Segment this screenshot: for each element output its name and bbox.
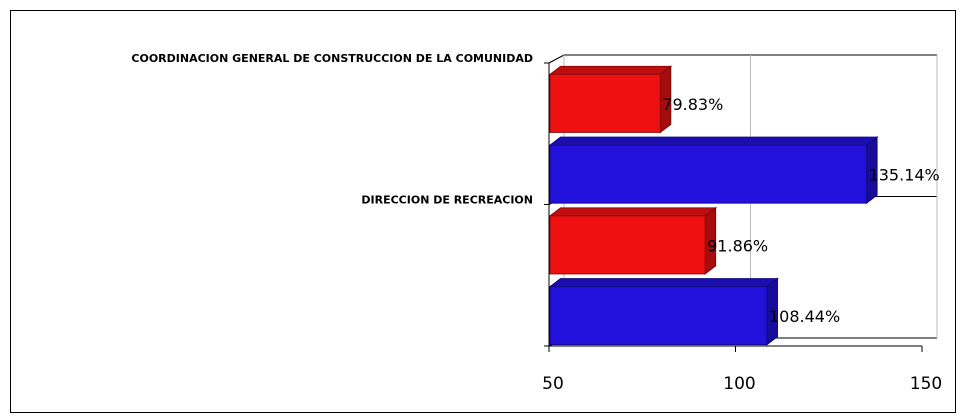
category-label: COORDINACION GENERAL DE CONSTRUCCION DE …	[131, 52, 533, 65]
frame	[10, 10, 956, 413]
category-label: DIRECCION DE RECREACION	[361, 194, 533, 207]
bar	[549, 73, 661, 133]
bar	[549, 215, 706, 275]
x-tick-label: 100	[723, 374, 755, 394]
category-line	[548, 54, 565, 64]
bar-top	[548, 136, 879, 146]
value-label: 79.83%	[662, 95, 723, 114]
bar	[549, 144, 868, 204]
x-tick-label: 150	[910, 374, 942, 394]
bar-top	[548, 278, 779, 288]
value-label: 91.86%	[707, 236, 768, 255]
bar-top	[548, 207, 718, 217]
x-tick-label: 50	[542, 374, 564, 394]
bar-top	[548, 65, 673, 75]
bar	[549, 286, 768, 346]
value-label: 135.14%	[869, 166, 940, 185]
value-label: 108.44%	[769, 307, 840, 326]
